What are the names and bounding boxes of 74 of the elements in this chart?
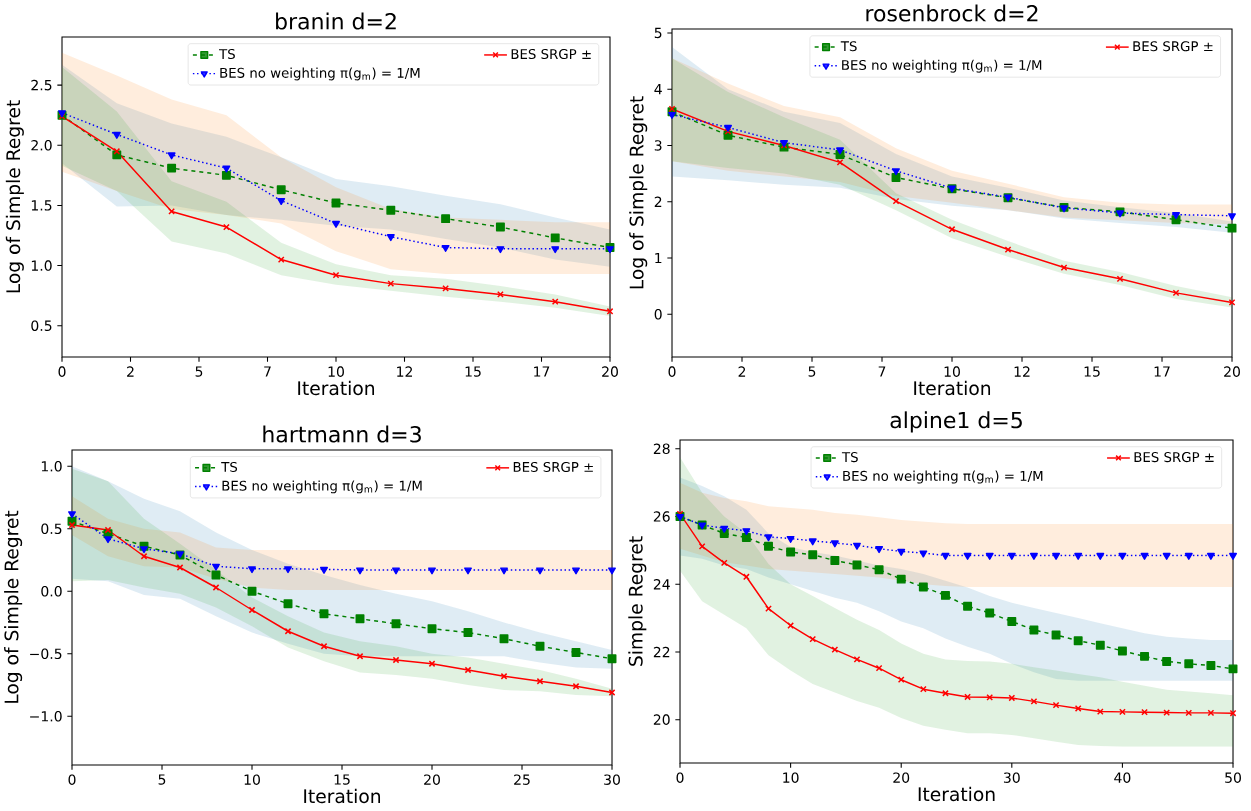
x-tick-label: 5 [195,366,203,377]
x-tick-label: 7 [264,366,271,377]
x-axis-title: Iteration [918,786,995,802]
x-tick-label: 25 [514,774,530,785]
chart-title: branin d=2 [276,12,396,30]
legend-label: BES no weighting π(g$_{m}$) = 1/M [220,67,420,81]
x-tick-label: 12 [1014,366,1030,377]
legend-label: TS [841,452,858,463]
x-tick-label: 17 [1154,366,1170,377]
legend-label: BES SRGP ± [1134,452,1214,463]
y-tick-label: 26 [653,511,670,522]
legend-label: BES no weighting π(g$_{m}$) = 1/M [222,480,422,494]
x-tick-label: 15 [334,774,350,785]
x-tick-label: 20 [424,774,440,785]
y-tick-label: 3 [654,140,662,151]
y-tick-label: 2.0 [31,139,52,151]
y-tick-label: −0.5 [30,648,62,660]
y-tick-label: −1.0 [30,710,62,722]
x-tick-label: 20 [893,772,910,783]
x-tick-label: 10 [328,366,344,377]
y-axis-title: Log of Simple Regret [4,510,23,703]
legend-label: BES SRGP ± [511,48,591,60]
y-tick-label: 28 [653,443,670,455]
chart-title: hartmann d=3 [263,425,421,443]
legend-label: TS [840,41,857,52]
legend-label: BES SRGP ± [1133,41,1213,52]
y-tick-label: 2.5 [31,79,52,91]
y-axis-title: Simple Regret [628,536,647,666]
x-tick-label: 0 [676,772,684,783]
y-tick-label: 0 [654,308,662,320]
x-tick-label: 7 [878,366,886,377]
legend-label: BES no weighting π(g$_{m}$) = 1/M [843,470,1043,484]
x-tick-label: 17 [534,366,550,377]
y-axis-title: Log of Simple Regret [5,100,24,293]
y-tick-label: 2 [654,196,662,207]
x-tick-label: 10 [944,366,960,377]
y-tick-label: 1 [655,252,662,264]
x-tick-label: 15 [465,366,481,377]
y-tick-label: 1.0 [41,460,62,472]
x-tick-label: 10 [783,772,799,783]
y-tick-label: 0.0 [41,585,62,597]
x-tick-label: 2 [738,366,746,377]
y-tick-label: 5 [654,27,662,39]
x-axis-title: Iteration [914,380,991,396]
x-tick-label: 40 [1114,772,1131,783]
y-tick-label: 0.5 [31,320,52,331]
x-tick-label: 30 [604,774,620,785]
legend-label: TS [221,461,238,472]
x-tick-label: 12 [397,366,413,377]
x-tick-label: 30 [1003,772,1020,783]
y-tick-label: 1.0 [31,260,52,271]
y-tick-label: 24 [653,579,670,590]
x-tick-label: 0 [68,774,76,785]
y-tick-label: 22 [653,646,670,658]
y-tick-label: 0.5 [41,523,62,535]
y-tick-label: 20 [653,714,670,725]
x-axis-title: Iteration [304,788,381,804]
x-tick-label: 15 [1084,366,1100,377]
legend-label: TS [219,48,235,60]
x-tick-label: 2 [127,366,134,377]
y-tick-label: 1.5 [31,200,52,211]
x-tick-label: 50 [1225,772,1241,783]
x-tick-label: 20 [1224,366,1240,377]
x-tick-label: 10 [244,774,260,785]
x-tick-label: 20 [602,366,618,377]
chart-title: alpine1 d=5 [890,411,1022,433]
legend-label: BES SRGP ± [513,461,593,472]
chart-title: rosenbrock d=2 [866,4,1038,22]
legend-label: BES no weighting π(g$_{m}$) = 1/M [842,59,1042,73]
x-tick-label: 5 [158,774,166,785]
y-axis-title: Log of Simple Regret [629,96,648,289]
x-tick-label: 5 [808,366,816,377]
x-axis-title: Iteration [298,380,375,396]
y-tick-label: 4 [654,84,662,95]
